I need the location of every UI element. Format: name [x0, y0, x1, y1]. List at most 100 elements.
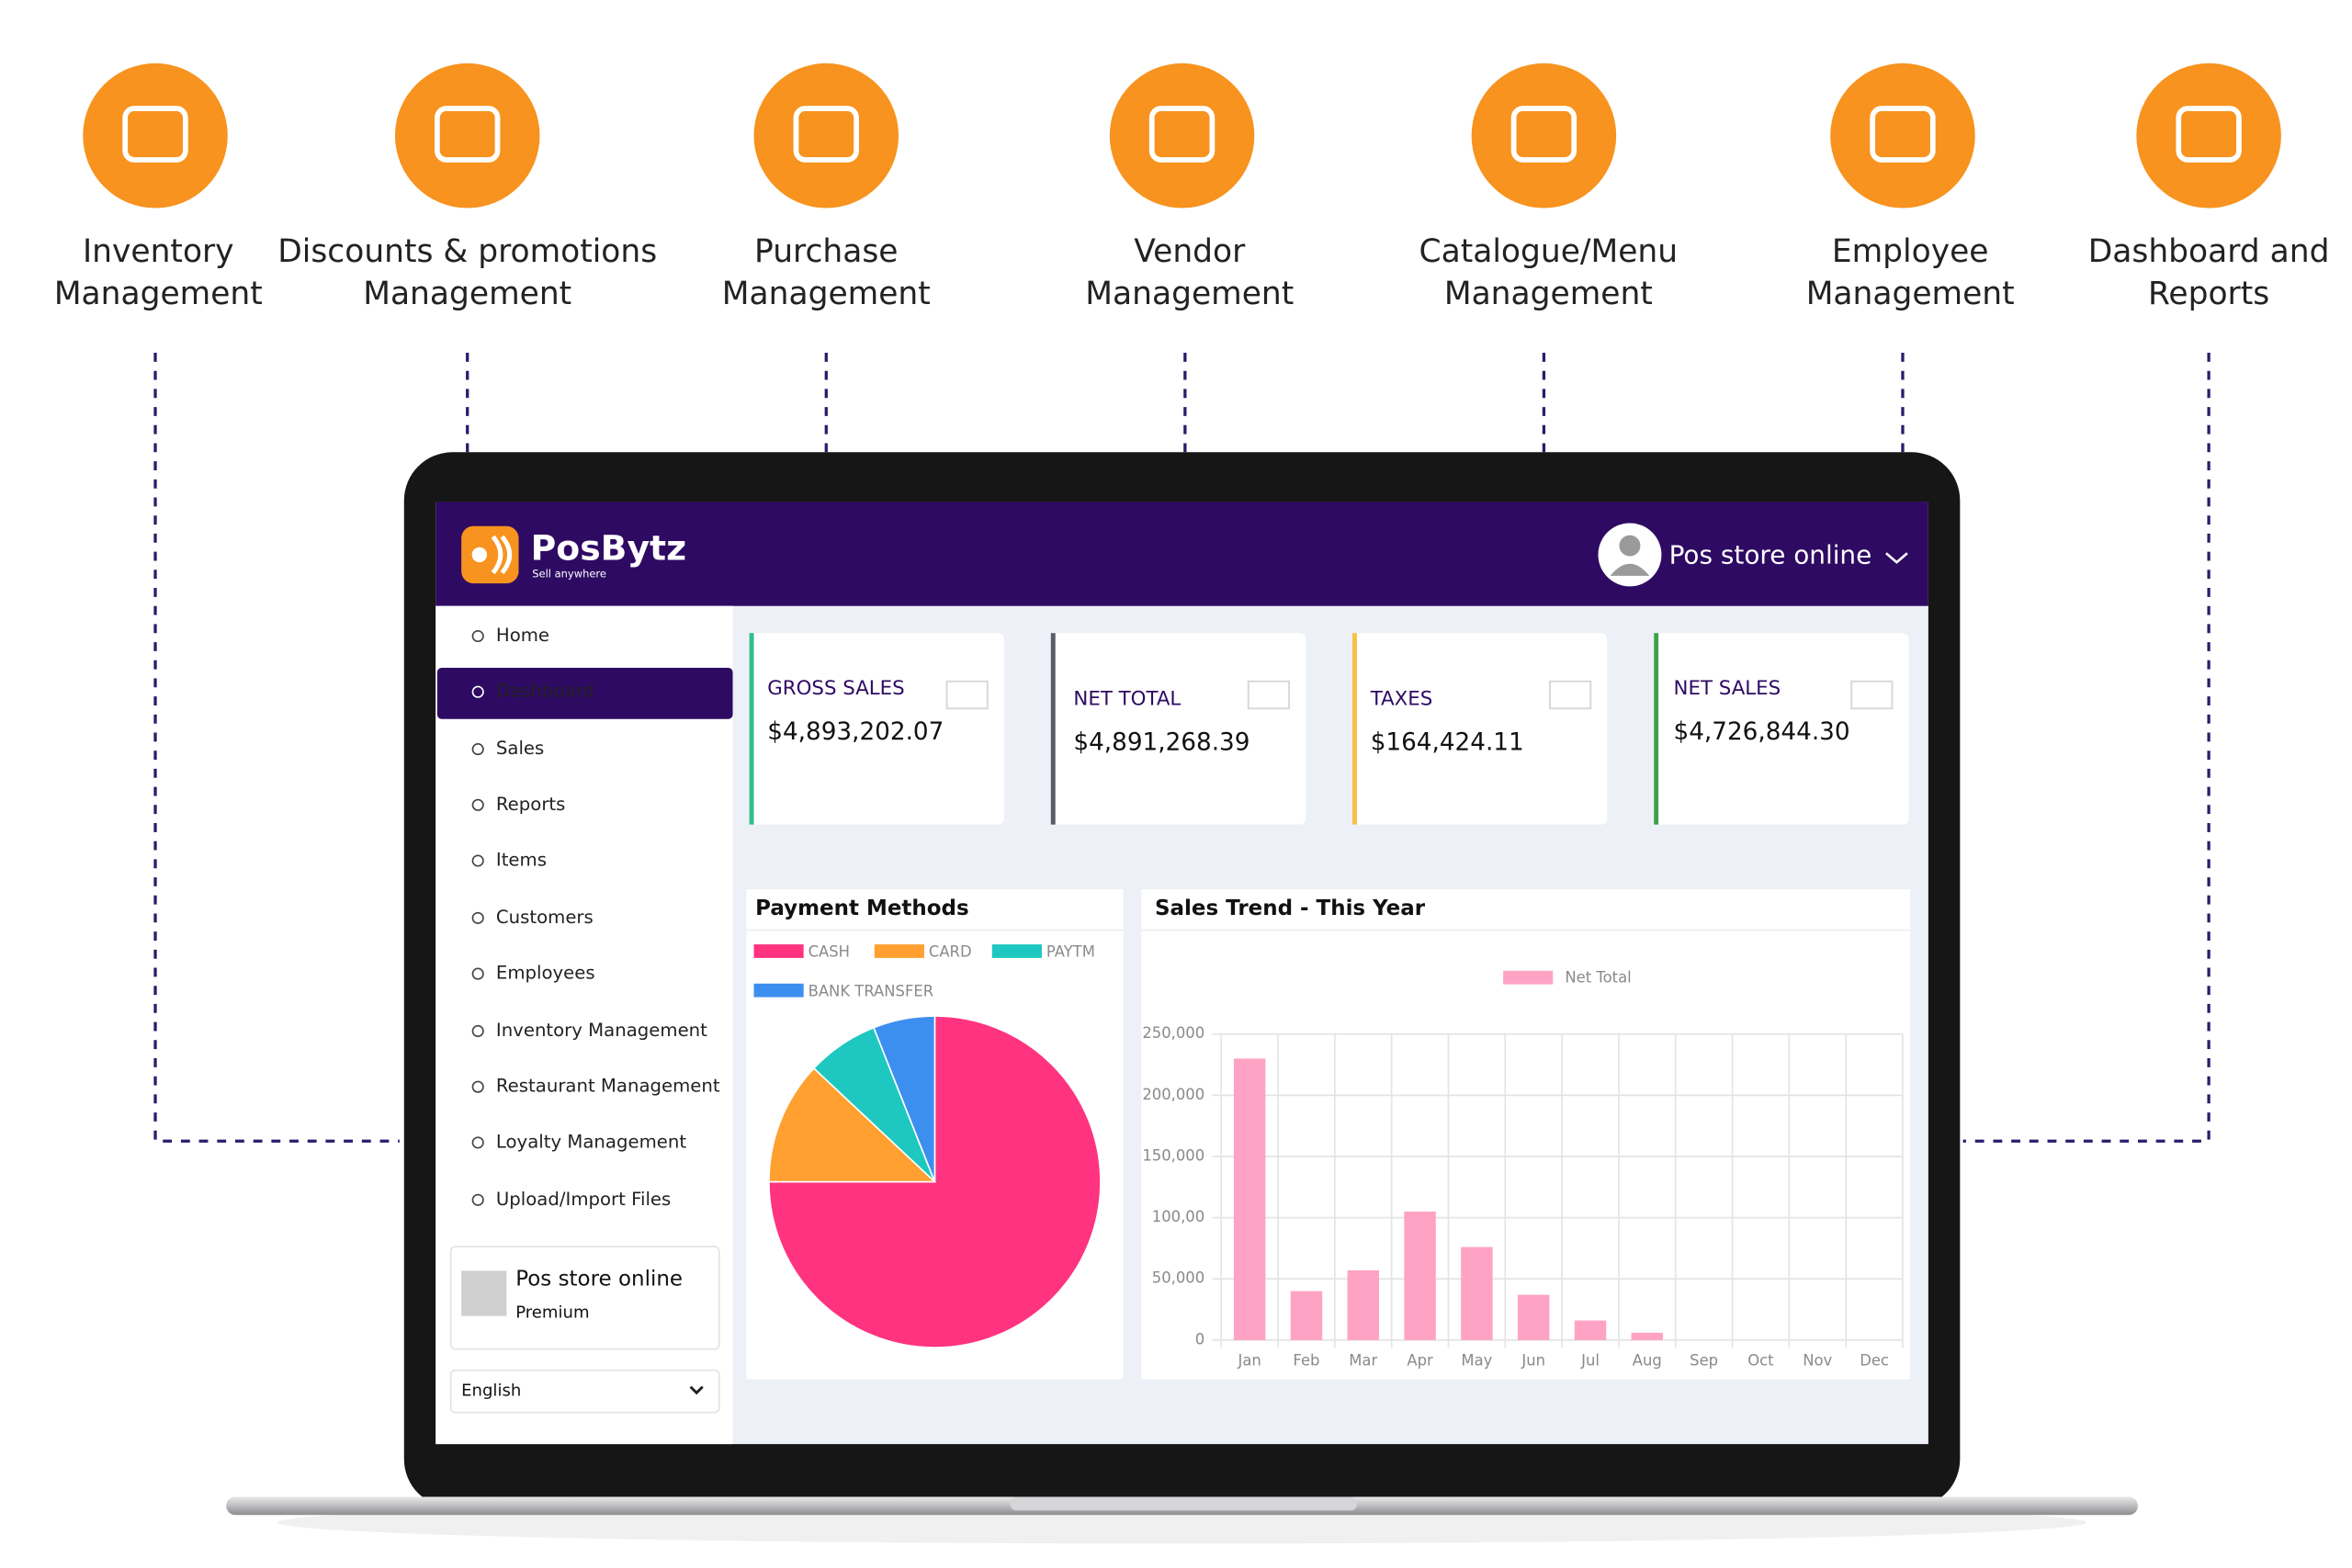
feature-label: Management — [1085, 276, 1294, 312]
nav-icon — [471, 685, 484, 698]
feature-label: Discounts & promotions — [277, 233, 657, 270]
legend-label: BANK TRANSFER — [808, 982, 934, 999]
nav-item[interactable]: Inventory Management — [496, 1020, 707, 1041]
feature-icon — [394, 62, 540, 209]
bar — [1574, 1320, 1607, 1340]
bar — [1461, 1247, 1493, 1340]
legend-label: PAYTM — [1046, 943, 1095, 961]
legend-label: CASH — [808, 943, 850, 961]
card-accent — [1654, 633, 1659, 825]
nav-icon — [471, 1136, 484, 1149]
bar — [1233, 1058, 1266, 1340]
y-tick-label: 0 — [1195, 1330, 1204, 1348]
store-name: Pos store online — [515, 1268, 683, 1292]
content: Inventory Management Discounts & promotion… — [54, 62, 2330, 1401]
card-accent — [1352, 633, 1357, 825]
x-tick-label: Nov — [1803, 1351, 1832, 1369]
user-name: Pos store online — [1669, 540, 1872, 570]
y-tick-label: 100,00 — [1152, 1208, 1204, 1225]
nav-icon — [471, 967, 484, 980]
feature-label: Management — [1806, 276, 2015, 312]
nav-item[interactable]: Customers — [496, 907, 594, 928]
stat-card — [1654, 633, 1909, 825]
x-tick-label: Feb — [1293, 1351, 1319, 1369]
card-accent — [749, 633, 754, 825]
feature-label: Management — [54, 276, 263, 312]
stat-card — [1050, 633, 1306, 825]
store-plan: Premium — [515, 1303, 589, 1322]
chart-title: Payment Methods — [755, 897, 968, 920]
feature-glyph — [122, 106, 188, 163]
chart-title: Sales Trend - This Year — [1155, 897, 1426, 920]
card-value: $4,893,202.07 — [767, 718, 944, 746]
nav-item[interactable]: Restaurant Management — [496, 1076, 720, 1097]
feature-label: Dashboard and — [2088, 233, 2330, 270]
feature-label: Employee — [1832, 233, 1989, 270]
nav-item[interactable]: Dashboard — [496, 681, 594, 702]
feature-glyph — [1870, 106, 1936, 163]
feature-icon — [753, 62, 899, 209]
nav-item[interactable]: Home — [496, 625, 549, 646]
feature-label: Inventory — [83, 233, 234, 270]
legend-swatch — [991, 944, 1042, 958]
card-icon — [1548, 680, 1592, 710]
legend-swatch — [753, 983, 804, 998]
nav-item[interactable]: Sales — [496, 738, 544, 759]
card-label: TAXES — [1370, 687, 1433, 710]
x-tick-label: Jan — [1237, 1351, 1261, 1369]
feature-glyph — [2176, 106, 2242, 163]
nav-icon — [471, 743, 484, 756]
bar — [1290, 1291, 1323, 1340]
card-value: $4,726,844.30 — [1674, 718, 1850, 746]
legend-swatch — [1503, 970, 1554, 985]
nav-item[interactable]: Items — [496, 850, 547, 871]
feature-label: Catalogue/Menu — [1419, 233, 1679, 270]
legend-label: Net Total — [1565, 969, 1631, 987]
nav-icon — [471, 1024, 484, 1038]
nav-icon — [471, 1193, 484, 1206]
bar — [1517, 1294, 1550, 1340]
feature-glyph — [435, 106, 501, 163]
card-label: GROSS SALES — [767, 677, 904, 700]
card-label: NET SALES — [1674, 677, 1781, 700]
nav-item[interactable]: Employees — [496, 963, 595, 984]
x-tick-label: Aug — [1633, 1351, 1662, 1369]
card-icon — [1850, 680, 1894, 710]
x-tick-label: Mar — [1349, 1351, 1377, 1369]
feature-label: Reports — [2148, 276, 2269, 312]
pie-slice — [768, 1015, 1102, 1348]
feature-glyph — [793, 106, 859, 163]
nav-icon — [471, 629, 484, 643]
card-value: $4,891,268.39 — [1073, 729, 1250, 757]
bar — [1404, 1211, 1436, 1340]
feature-icon — [83, 62, 228, 209]
laptop — [226, 452, 2138, 1544]
feature-glyph — [1510, 106, 1577, 163]
nav-item[interactable]: Reports — [496, 794, 566, 815]
nav-icon — [471, 798, 484, 811]
feature-label: Vendor — [1134, 233, 1246, 270]
legend-label: CARD — [929, 943, 972, 961]
feature-label: Purchase — [754, 233, 898, 270]
nav-icon — [471, 911, 484, 924]
language[interactable]: English — [461, 1382, 521, 1401]
brand: PosBytz — [531, 527, 686, 568]
card-accent — [1050, 633, 1056, 825]
pie-slice — [872, 1015, 936, 1182]
y-tick-label: 150,000 — [1142, 1146, 1204, 1164]
x-tick-label: May — [1461, 1351, 1492, 1369]
feature-label: Management — [722, 276, 931, 312]
card-label: NET TOTAL — [1073, 687, 1181, 710]
stat-card — [749, 633, 1004, 825]
feature-glyph — [1148, 106, 1216, 163]
card-icon — [945, 680, 989, 710]
x-tick-label: Jul — [1580, 1351, 1600, 1369]
feature-label: Management — [363, 276, 571, 312]
nav-item[interactable]: Loyalty Management — [496, 1131, 686, 1152]
nav-item[interactable]: Upload/Import Files — [496, 1189, 671, 1210]
x-tick-label: Sep — [1690, 1351, 1718, 1369]
legend-swatch — [753, 944, 804, 958]
x-tick-label: Apr — [1407, 1351, 1433, 1369]
